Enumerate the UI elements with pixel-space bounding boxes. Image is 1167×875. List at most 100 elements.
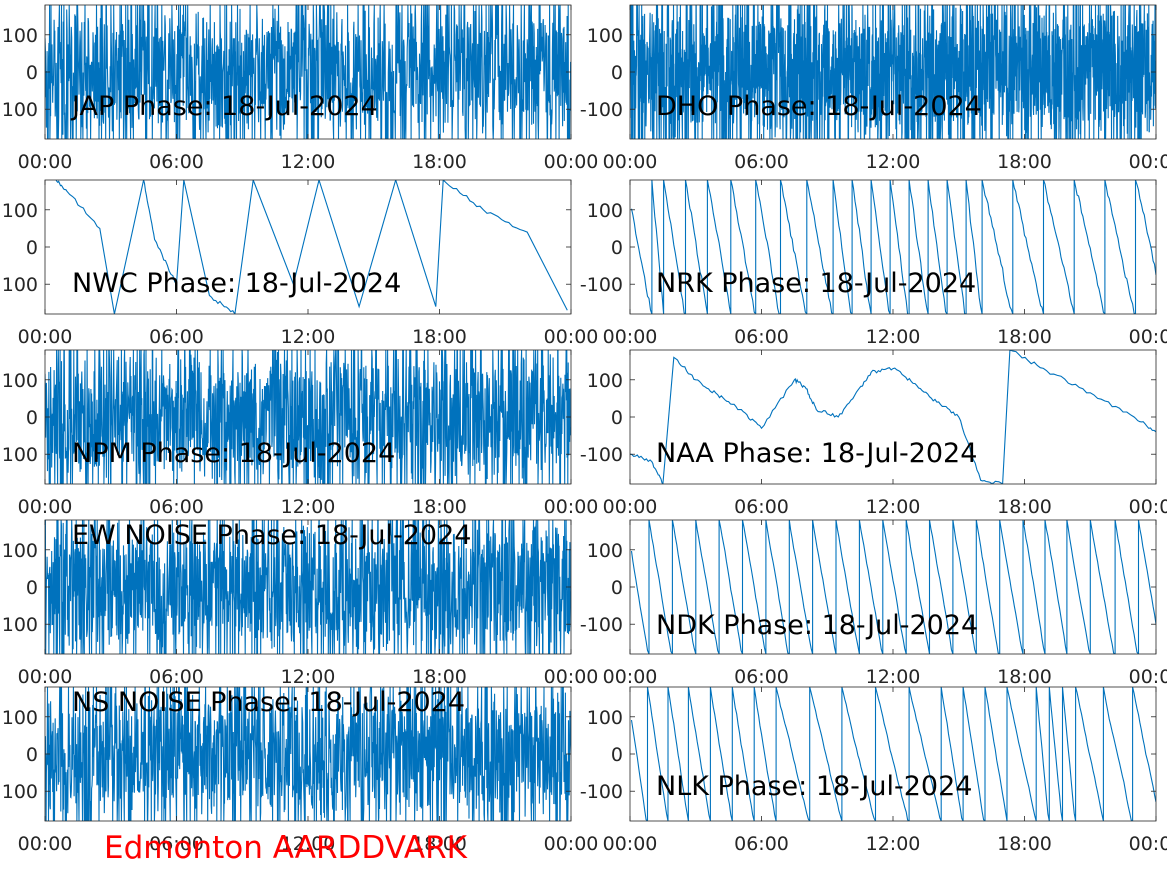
phase-panel: 100 0 100 00:00 06:00 12:00 18:00 00:00 EW NOISE… bbox=[2, 519, 599, 688]
phase-series-line bbox=[630, 180, 1156, 314]
x-tick-label: 00:00 bbox=[603, 833, 658, 855]
phase-panel: 100 0 -100 00:00 06:00 12:00 18:00 00:00 NDK Pha… bbox=[580, 519, 1167, 688]
x-tick-label: 00:00 bbox=[544, 833, 599, 855]
x-tick-label: 00:00 bbox=[1129, 833, 1167, 855]
x-tick-label: 00:00 bbox=[544, 326, 599, 348]
panel-title: NPM Phase: 18-Jul-2024 bbox=[72, 438, 395, 469]
y-tick-label: 100 bbox=[2, 781, 38, 803]
phase-series-line bbox=[45, 5, 571, 139]
y-tick-label: -100 bbox=[580, 99, 623, 121]
x-tick-label: 00:00 bbox=[18, 496, 73, 518]
y-tick-label: 100 bbox=[2, 200, 38, 222]
y-tick-label: 0 bbox=[26, 744, 38, 766]
phase-series-line bbox=[630, 687, 1156, 821]
x-tick-label: 00:00 bbox=[18, 666, 73, 688]
x-tick-label: 06:00 bbox=[734, 833, 789, 855]
y-tick-label: 100 bbox=[587, 707, 623, 729]
y-tick-label: -100 bbox=[580, 781, 623, 803]
x-tick-label: 00:00 bbox=[1129, 151, 1167, 173]
x-tick-label: 18:00 bbox=[997, 666, 1052, 688]
x-tick-label: 06:00 bbox=[149, 496, 204, 518]
y-tick-label: -100 bbox=[580, 274, 623, 296]
phase-panel: 100 0 -100 00:00 06:00 12:00 18:00 00:00 NRK Pha… bbox=[580, 179, 1167, 348]
phase-panel: 100 0 100 00:00 06:00 12:00 18:00 00:00 NPM Phas… bbox=[2, 349, 598, 518]
y-tick-label: 100 bbox=[2, 614, 38, 636]
x-tick-label: 18:00 bbox=[997, 326, 1052, 348]
y-tick-label: 0 bbox=[26, 407, 38, 429]
phase-series-line bbox=[630, 350, 1156, 484]
x-tick-label: 00:00 bbox=[18, 833, 73, 855]
y-tick-label: 0 bbox=[611, 577, 623, 599]
panel-title: NAA Phase: 18-Jul-2024 bbox=[656, 438, 977, 469]
x-tick-label: 00:00 bbox=[1129, 496, 1167, 518]
x-tick-label: 12:00 bbox=[281, 151, 336, 173]
y-tick-label: 0 bbox=[611, 62, 623, 84]
x-tick-label: 18:00 bbox=[412, 666, 467, 688]
y-tick-label: 100 bbox=[2, 99, 38, 121]
panel-title: DHO Phase: 18-Jul-2024 bbox=[656, 91, 982, 122]
x-tick-label: 00:00 bbox=[603, 666, 658, 688]
phase-panel: 100 0 100 00:00 06:00 12:00 18:00 00:00 NS NOISE… bbox=[2, 686, 599, 855]
x-tick-label: 06:00 bbox=[149, 833, 204, 855]
y-tick-label: 0 bbox=[611, 744, 623, 766]
phase-panel: 100 0 100 00:00 06:00 12:00 18:00 00:00 JAP Phas… bbox=[2, 4, 599, 173]
y-tick-label: 100 bbox=[2, 370, 38, 392]
y-tick-label: 0 bbox=[611, 407, 623, 429]
x-tick-label: 06:00 bbox=[149, 151, 204, 173]
y-tick-label: 100 bbox=[2, 540, 38, 562]
x-tick-label: 12:00 bbox=[281, 326, 336, 348]
phase-series-line bbox=[45, 350, 571, 484]
panel-title: NLK Phase: 18-Jul-2024 bbox=[656, 771, 972, 802]
y-tick-label: 100 bbox=[2, 444, 38, 466]
phase-panel: 100 0 -100 00:00 06:00 12:00 18:00 00:00 NAA Pha… bbox=[580, 349, 1167, 518]
y-tick-label: 100 bbox=[587, 200, 623, 222]
x-tick-label: 00:00 bbox=[1129, 326, 1167, 348]
y-tick-label: 100 bbox=[587, 370, 623, 392]
y-tick-label: 0 bbox=[26, 237, 38, 259]
x-tick-label: 12:00 bbox=[866, 666, 921, 688]
x-tick-label: 06:00 bbox=[734, 496, 789, 518]
x-tick-label: 00:00 bbox=[544, 151, 599, 173]
x-tick-label: 00:00 bbox=[18, 151, 73, 173]
phase-series-line bbox=[630, 5, 1156, 139]
phase-panel: 100 0 -100 00:00 06:00 12:00 18:00 00:00 DHO Pha… bbox=[580, 4, 1167, 173]
y-tick-label: 100 bbox=[587, 540, 623, 562]
x-tick-label: 12:00 bbox=[281, 496, 336, 518]
x-tick-label: 00:00 bbox=[544, 666, 599, 688]
x-tick-label: 12:00 bbox=[866, 326, 921, 348]
x-tick-label: 18:00 bbox=[997, 496, 1052, 518]
x-tick-label: 12:00 bbox=[281, 666, 336, 688]
x-tick-label: 18:00 bbox=[412, 833, 467, 855]
x-tick-label: 12:00 bbox=[281, 833, 336, 855]
panel-title: NDK Phase: 18-Jul-2024 bbox=[656, 610, 978, 641]
x-tick-label: 06:00 bbox=[149, 666, 204, 688]
y-tick-label: 0 bbox=[26, 62, 38, 84]
phase-panel: 100 0 100 00:00 06:00 12:00 18:00 00:00 NWC Phas… bbox=[2, 179, 599, 348]
x-tick-label: 00:00 bbox=[18, 326, 73, 348]
phase-series-line bbox=[55, 180, 568, 314]
x-tick-label: 18:00 bbox=[997, 833, 1052, 855]
x-tick-label: 12:00 bbox=[866, 833, 921, 855]
y-tick-label: 0 bbox=[26, 577, 38, 599]
phase-series-line bbox=[45, 687, 571, 821]
y-tick-label: 100 bbox=[2, 25, 38, 47]
y-tick-label: 0 bbox=[611, 237, 623, 259]
y-tick-label: 100 bbox=[2, 707, 38, 729]
x-tick-label: 18:00 bbox=[997, 151, 1052, 173]
panel-title: NWC Phase: 18-Jul-2024 bbox=[72, 268, 401, 299]
x-tick-label: 00:00 bbox=[603, 496, 658, 518]
x-tick-label: 06:00 bbox=[734, 151, 789, 173]
panel-title: JAP Phase: 18-Jul-2024 bbox=[70, 91, 378, 122]
x-tick-label: 00:00 bbox=[603, 151, 658, 173]
x-tick-label: 00:00 bbox=[1129, 666, 1167, 688]
x-tick-label: 18:00 bbox=[412, 326, 467, 348]
x-tick-label: 18:00 bbox=[412, 496, 467, 518]
y-tick-label: -100 bbox=[580, 444, 623, 466]
phase-panel: 100 0 -100 00:00 06:00 12:00 18:00 00:00 NLK Pha… bbox=[580, 686, 1167, 855]
y-tick-label: 100 bbox=[587, 25, 623, 47]
x-tick-label: 12:00 bbox=[866, 496, 921, 518]
x-tick-label: 06:00 bbox=[734, 666, 789, 688]
panel-title: NRK Phase: 18-Jul-2024 bbox=[656, 268, 976, 299]
x-tick-label: 00:00 bbox=[603, 326, 658, 348]
